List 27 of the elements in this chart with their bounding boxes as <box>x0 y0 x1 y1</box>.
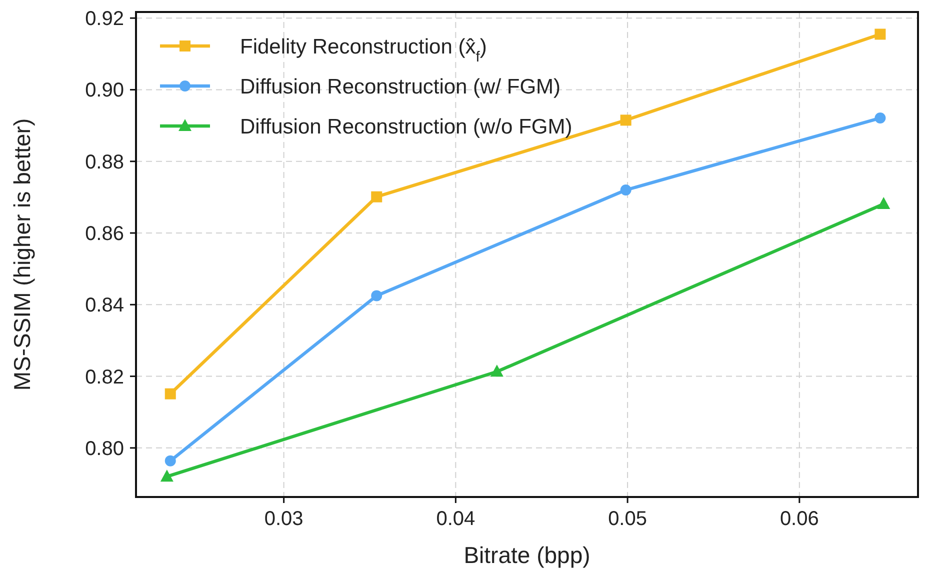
point <box>160 470 174 482</box>
legend-label: Diffusion Reconstruction (w/ FGM) <box>240 75 561 98</box>
y-axis-title: MS-SSIM (higher is better) <box>9 118 35 391</box>
point <box>164 388 176 400</box>
y-tick-label: 0.88 <box>85 151 124 174</box>
point <box>620 184 632 196</box>
point <box>371 191 382 202</box>
point <box>164 455 176 466</box>
y-tick-label: 0.90 <box>85 80 124 102</box>
x-tick-label: 0.04 <box>436 508 476 530</box>
x-tick-label: 0.06 <box>780 508 819 530</box>
legend-label: Fidelity Reconstruction (x̂$_{f}$) <box>240 35 487 66</box>
point <box>877 196 890 209</box>
y-tick-label: 0.82 <box>85 366 124 388</box>
point <box>874 28 886 40</box>
legend-label: Diffusion Reconstruction (w/o FGM) <box>240 115 572 138</box>
point <box>490 364 504 377</box>
y-tick-label: 0.80 <box>85 438 124 460</box>
x-axis-title: Bitrate (bpp) <box>464 542 590 568</box>
y-tick-label: 0.84 <box>85 294 124 317</box>
x-tick-label: 0.03 <box>264 508 304 530</box>
point <box>371 290 382 302</box>
y-tick-label: 0.86 <box>85 223 124 246</box>
x-tick-label: 0.05 <box>608 508 648 530</box>
point <box>620 114 632 126</box>
y-tick-label: 0.92 <box>85 8 124 30</box>
point <box>874 112 886 124</box>
